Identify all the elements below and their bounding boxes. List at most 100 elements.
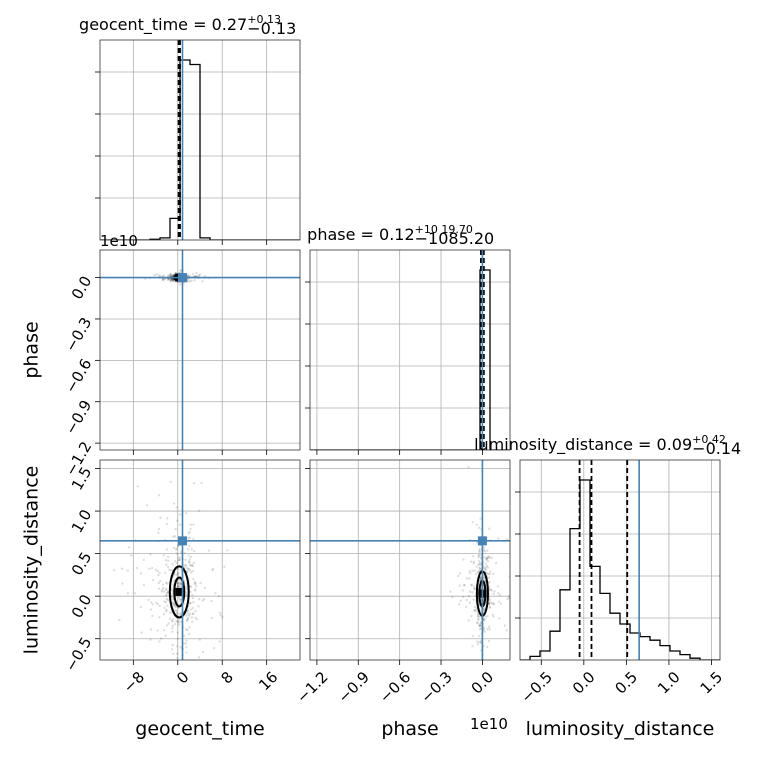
sample-point: [171, 589, 174, 592]
sample-point: [487, 573, 490, 576]
hist-panel-phase: [305, 249, 511, 455]
sample-point: [464, 605, 468, 609]
sample-point: [189, 563, 192, 566]
sample-point: [149, 628, 153, 631]
sample-point: [189, 612, 192, 615]
sample-point: [158, 571, 161, 575]
sample-point: [150, 566, 154, 570]
sample-point: [487, 603, 491, 606]
sample-point: [165, 548, 169, 551]
sample-point: [157, 527, 161, 531]
sample-point: [472, 560, 476, 564]
sample-point: [178, 578, 181, 581]
sample-point: [166, 274, 170, 278]
x-tick-label: 16: [255, 668, 281, 694]
sample-point: [167, 559, 170, 562]
sample-point: [463, 583, 467, 587]
sample-point: [178, 612, 181, 615]
sample-point: [484, 565, 487, 569]
sample-point: [207, 549, 211, 552]
sample-point: [165, 563, 168, 566]
sample-point: [171, 627, 174, 630]
sample-point: [167, 622, 170, 625]
sample-point: [212, 668, 214, 670]
sample-point: [194, 582, 197, 585]
sample-point: [185, 668, 187, 670]
sample-point: [191, 612, 195, 616]
sample-point: [193, 582, 196, 586]
sample-point: [478, 624, 482, 627]
hist-panel-geocent_time: [95, 39, 301, 245]
sample-point: [172, 502, 176, 505]
sample-point: [187, 554, 191, 557]
sample-point: [511, 595, 513, 597]
sample-point: [171, 620, 174, 623]
sample-point: [171, 562, 174, 566]
sample-point: [186, 616, 189, 620]
sample-point: [457, 603, 461, 606]
sample-point: [165, 594, 168, 597]
sample-point: [462, 584, 466, 587]
sample-point: [190, 608, 193, 611]
sample-point: [478, 549, 481, 552]
sample-point: [470, 584, 474, 587]
sample-point: [176, 582, 180, 585]
sample-point: [458, 584, 461, 587]
sample-point: [188, 544, 191, 547]
sample-point: [168, 273, 172, 276]
sample-point: [176, 585, 180, 589]
sample-point: [476, 622, 479, 625]
sample-point: [489, 588, 492, 591]
sample-point: [168, 568, 171, 571]
sample-point: [186, 568, 190, 571]
sample-point: [190, 620, 194, 623]
sample-point: [497, 592, 500, 595]
x-tick-label: −0.9: [335, 668, 373, 706]
svg-text:phase = 0.12+10 19.70: phase = 0.12+10 19.70: [307, 223, 473, 244]
sample-point: [176, 631, 179, 634]
sample-point: [184, 628, 188, 631]
sample-point: [177, 573, 180, 576]
sample-point: [165, 624, 169, 627]
sample-point: [467, 465, 470, 469]
sample-point: [176, 645, 179, 648]
sample-point: [170, 278, 173, 282]
sample-point: [210, 616, 213, 620]
sample-point: [162, 590, 166, 593]
sample-point: [178, 558, 181, 562]
sample-point: [189, 602, 192, 605]
sample-point: [479, 624, 482, 628]
density-peak: [175, 587, 184, 596]
sample-point: [175, 548, 178, 551]
sample-point: [192, 561, 195, 565]
sample-point: [140, 631, 143, 634]
sample-point: [163, 606, 166, 610]
sample-point: [149, 553, 152, 556]
sample-point: [201, 650, 205, 654]
sample-point: [130, 554, 133, 557]
sample-point: [492, 592, 495, 595]
sample-point: [172, 280, 175, 283]
sample-point: [487, 576, 490, 579]
sample-point: [472, 598, 475, 601]
sample-point: [172, 603, 176, 606]
title-value: luminosity_distance = 0.09: [474, 435, 692, 455]
sample-point: [157, 274, 160, 277]
sample-point: [211, 569, 214, 572]
sample-point: [482, 549, 486, 552]
sample-point: [487, 556, 490, 560]
title-luminosity_distance: luminosity_distance = 0.09+0.42−0.14: [474, 433, 741, 458]
sample-point: [198, 638, 202, 641]
sample-point: [473, 569, 477, 572]
sample-point: [184, 642, 188, 645]
title-lower-error: −0.13: [247, 19, 296, 38]
sample-point: [470, 614, 473, 618]
sample-point: [171, 618, 175, 621]
sample-point: [179, 646, 182, 649]
x-tick-label: −1.2: [293, 668, 331, 706]
sample-point: [479, 517, 482, 520]
sample-point: [166, 517, 169, 520]
y-tick-label: −0.9: [62, 397, 96, 438]
sample-point: [493, 590, 496, 593]
